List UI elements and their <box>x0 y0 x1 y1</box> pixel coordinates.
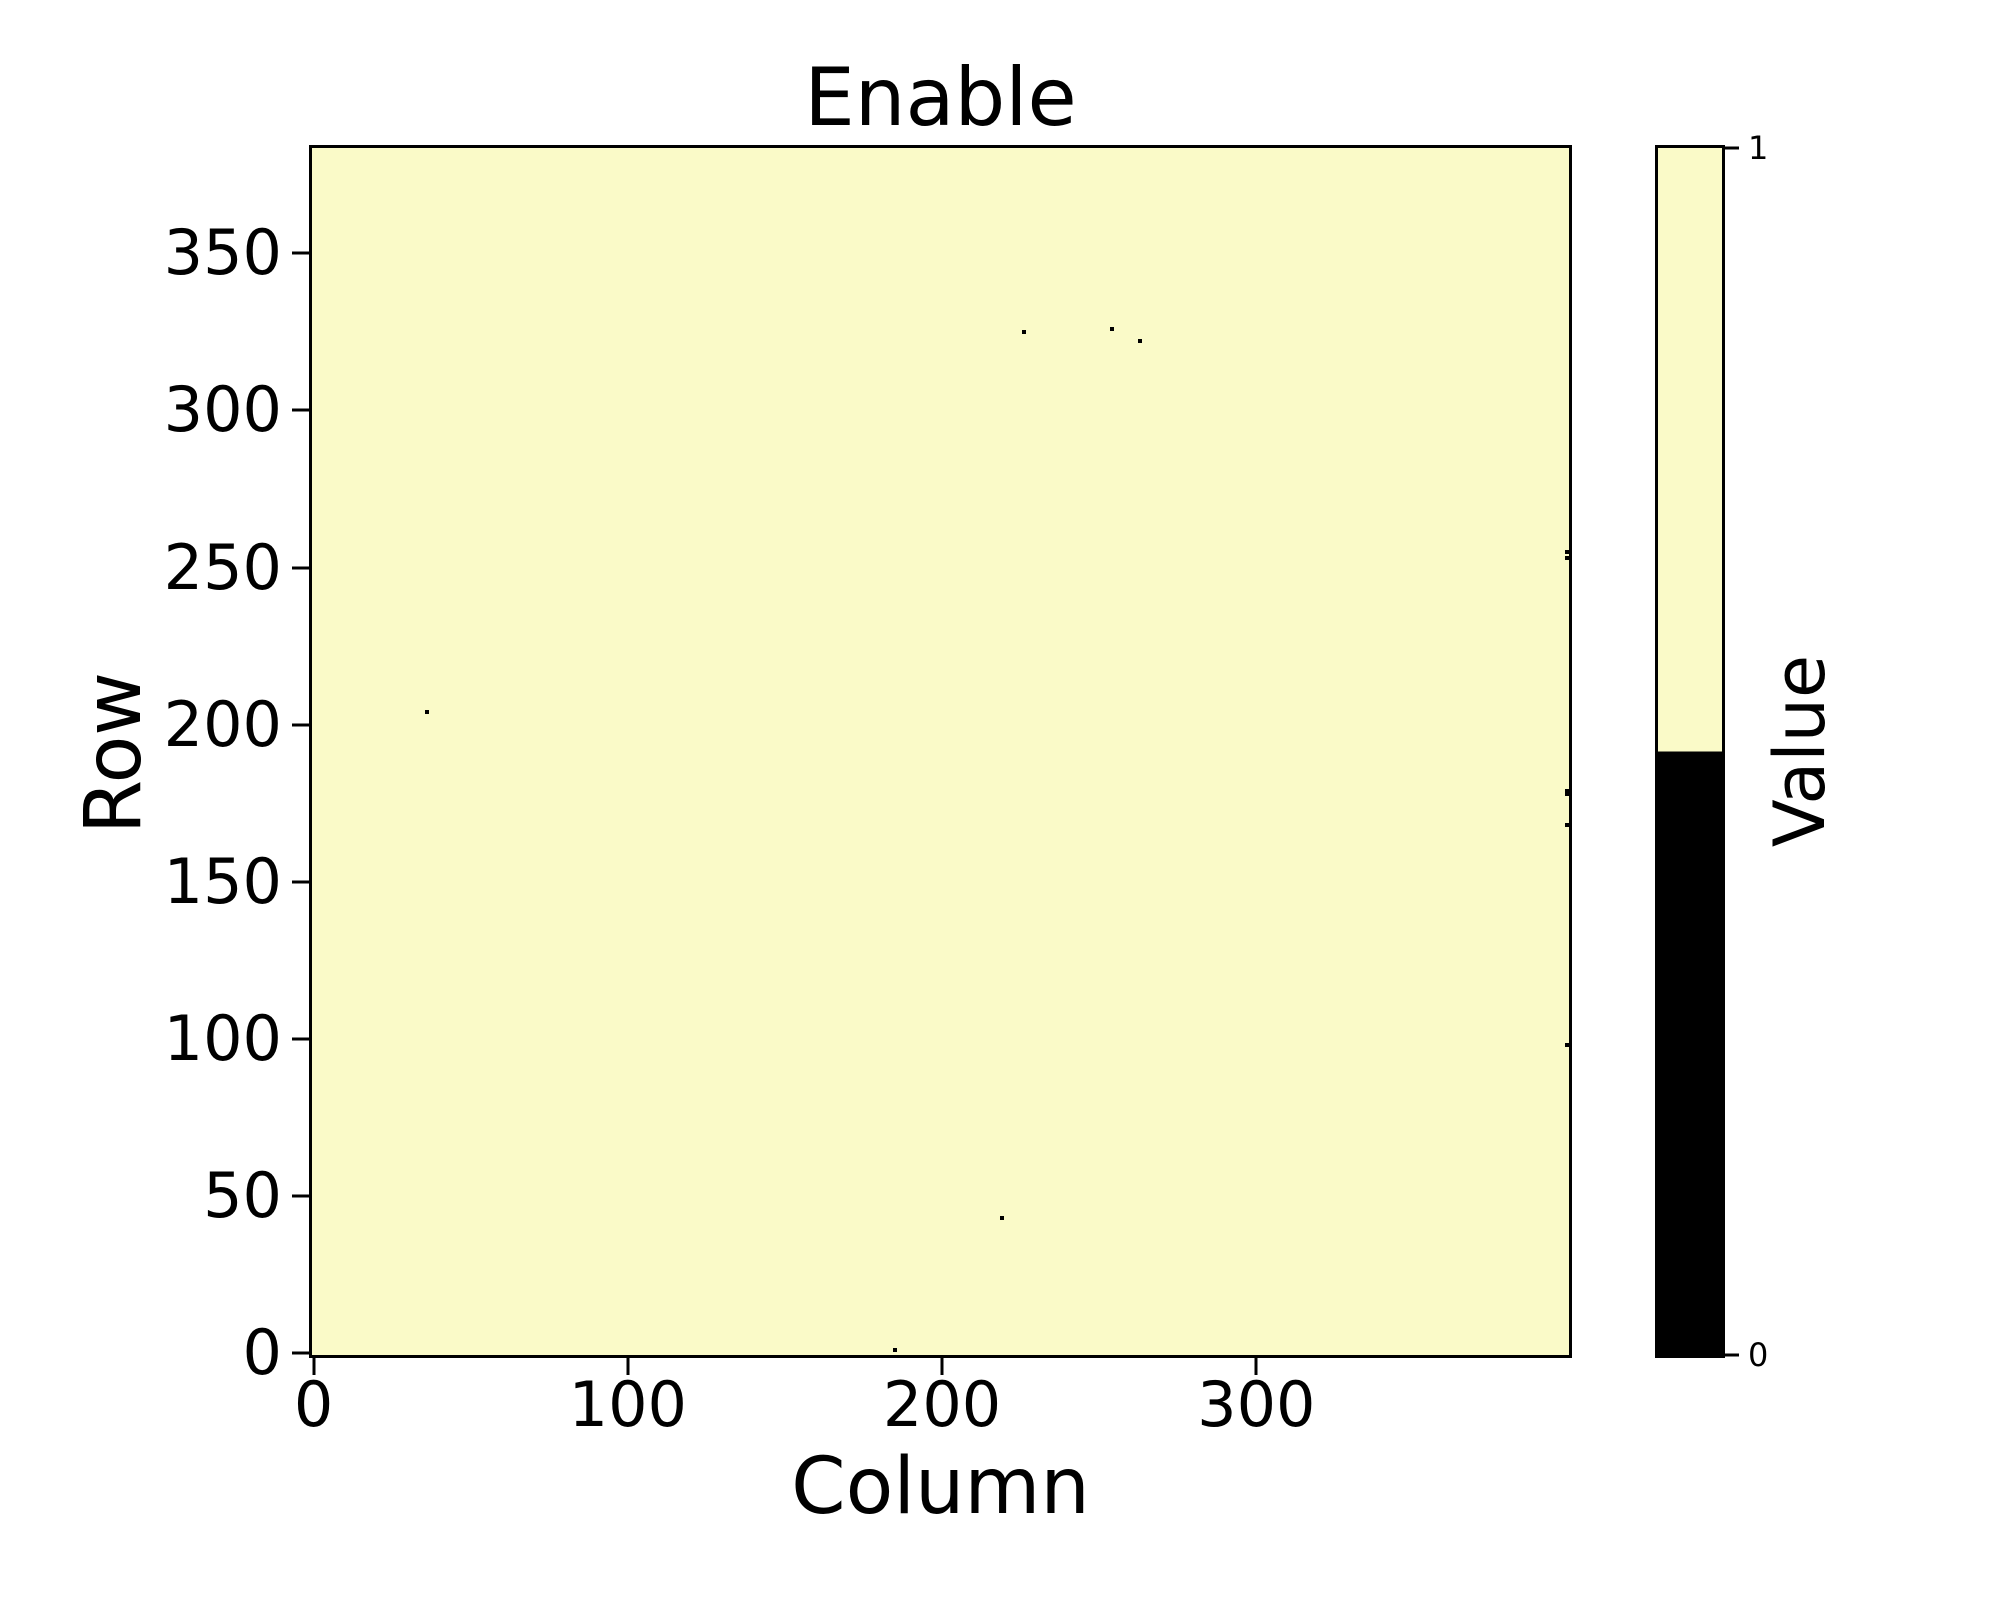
zero-cell-dot <box>999 1216 1004 1221</box>
y-tick-label: 100 <box>163 1002 282 1076</box>
heatmap-plot <box>312 148 1570 1355</box>
colorbar-tick-bottom <box>1725 1353 1739 1357</box>
zero-cell-dot <box>892 1348 897 1353</box>
y-tick-mark <box>292 251 310 255</box>
y-tick-mark <box>292 566 310 570</box>
y-tick-label: 150 <box>163 844 282 918</box>
y-tick-mark <box>292 1194 310 1198</box>
y-tick-mark <box>292 1351 310 1355</box>
y-tick-label: 350 <box>163 216 282 290</box>
zero-cell-dot <box>1565 788 1570 793</box>
x-tick-mark <box>626 1357 630 1375</box>
x-tick-mark <box>940 1357 944 1375</box>
x-tick-label: 0 <box>293 1368 334 1441</box>
y-tick-label: 200 <box>163 687 282 761</box>
y-axis-label: Row <box>69 671 159 835</box>
colorbar-label: Value <box>1759 654 1841 848</box>
y-tick-label: 0 <box>242 1316 282 1390</box>
zero-cell-dot <box>1021 329 1026 334</box>
colorbar <box>1658 148 1722 1355</box>
zero-cell-dot <box>1565 823 1570 828</box>
colorbar-tick-top <box>1725 146 1739 150</box>
colorbar-tick-label-0: 0 <box>1748 1336 1769 1374</box>
x-tick-label: 100 <box>568 1368 687 1441</box>
zero-cell-dot <box>1565 549 1570 554</box>
zero-cell-dot <box>1565 556 1570 561</box>
y-tick-label: 50 <box>203 1159 282 1233</box>
zero-cell-dot <box>424 710 429 715</box>
x-tick-label: 300 <box>1197 1368 1316 1441</box>
y-tick-mark <box>292 723 310 727</box>
zero-cell-dot <box>1138 339 1143 344</box>
x-tick-label: 200 <box>882 1368 1002 1441</box>
zero-cell-dot <box>1565 1043 1570 1048</box>
y-tick-mark <box>292 1037 310 1041</box>
zero-cell-dot <box>1109 326 1114 331</box>
zero-cell-dot <box>1565 791 1570 796</box>
y-tick-label: 300 <box>163 373 282 447</box>
chart-title: Enable <box>804 51 1077 144</box>
x-tick-mark <box>1254 1357 1258 1375</box>
y-tick-mark <box>292 880 310 884</box>
colorbar-tick-label-1: 1 <box>1748 129 1769 167</box>
y-tick-label: 250 <box>163 530 282 604</box>
y-tick-mark <box>292 408 310 412</box>
x-tick-mark <box>312 1357 316 1375</box>
x-axis-label: Column <box>791 1442 1090 1532</box>
